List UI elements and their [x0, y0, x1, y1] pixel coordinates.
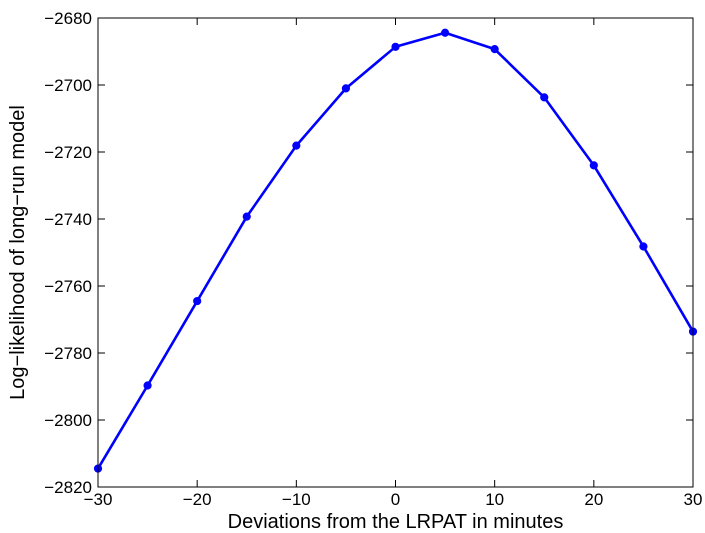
data-point	[490, 45, 499, 54]
y-tick-label: −2680	[44, 9, 92, 28]
ticks-layer: −30 −20 −10 0 10 20 30 −2820 −2800 −2780 −2760 −274…	[44, 9, 702, 509]
x-tick-label: 0	[391, 490, 400, 509]
y-tick-label: −2740	[44, 210, 92, 229]
y-tick-label: −2800	[44, 411, 92, 430]
y-axis-label: Log−likelihood of long−run model	[7, 105, 29, 400]
data-point	[242, 212, 251, 221]
data-point	[143, 381, 152, 390]
x-tick-label: 30	[684, 490, 703, 509]
data-point	[540, 93, 549, 102]
data-point	[440, 28, 450, 37]
x-axis-label: Deviations from the LRPAT in minutes	[228, 511, 564, 533]
data-point	[589, 161, 598, 170]
x-tick-label: −20	[183, 490, 212, 509]
data-point	[639, 242, 648, 251]
series-layer	[93, 28, 698, 473]
y-tick-label: −2760	[44, 277, 92, 296]
x-tick-label: −30	[84, 490, 113, 509]
x-tick-label: 20	[584, 490, 603, 509]
data-point	[341, 84, 351, 93]
data-point	[391, 42, 400, 51]
x-tick-label: 10	[485, 490, 504, 509]
data-point	[193, 296, 202, 306]
data-point	[292, 141, 301, 150]
y-tick-label: −2700	[44, 76, 92, 95]
y-tick-label: −2720	[44, 143, 92, 162]
y-tick-label: −2780	[44, 344, 92, 363]
y-tick-label: −2820	[44, 478, 92, 497]
x-tick-label: −10	[282, 490, 311, 509]
plot-area	[98, 18, 693, 487]
